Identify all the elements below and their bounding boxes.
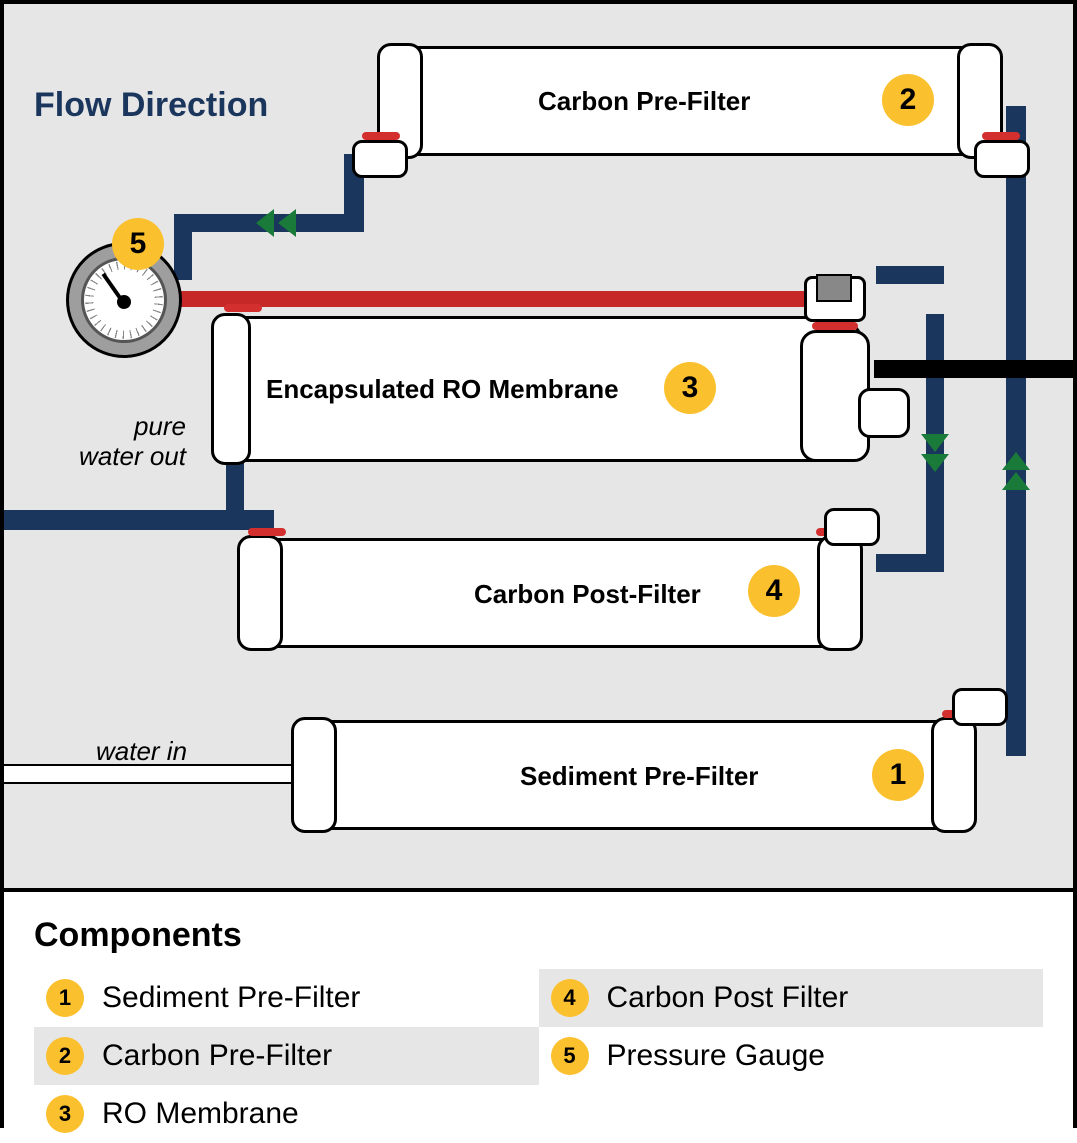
badge-number: 1 (890, 758, 907, 792)
badge-number: 3 (682, 371, 699, 405)
connector (952, 688, 1008, 726)
filter-badge: 2 (882, 74, 934, 126)
connector-ring (362, 132, 400, 140)
legend-panel: Components 1 Sediment Pre-Filter 4 Carbo… (4, 892, 1073, 1128)
diagram-frame: Flow Direction (0, 0, 1077, 1128)
filter-label: Encapsulated RO Membrane (266, 374, 619, 405)
endcap (237, 535, 283, 651)
water-in-label: water in (96, 736, 187, 767)
flow-direction-title: Flow Direction (34, 86, 268, 125)
endcap (211, 313, 251, 465)
legend-label: Sediment Pre-Filter (102, 981, 360, 1015)
filter-label: Carbon Post-Filter (474, 579, 701, 610)
connector-ring (248, 528, 286, 536)
legend-badge: 3 (46, 1095, 84, 1133)
connector (974, 140, 1030, 178)
gauge-hub (117, 295, 131, 309)
filter-badge: 1 (872, 749, 924, 801)
diagram-area: Flow Direction (4, 4, 1073, 892)
filter-badge: 5 (112, 218, 164, 270)
legend-item: 3 RO Membrane (34, 1085, 539, 1143)
legend-grid: 1 Sediment Pre-Filter 4 Carbon Post Filt… (34, 969, 1043, 1143)
connector-ring (224, 304, 262, 312)
legend-item: 1 Sediment Pre-Filter (34, 969, 539, 1027)
filter-badge: 3 (664, 362, 716, 414)
connector-ring (982, 132, 1020, 140)
filter-badge: 4 (748, 565, 800, 617)
connector (824, 508, 880, 546)
connector-ring (812, 322, 858, 330)
pure-water-out-label: purewater out (46, 412, 186, 472)
legend-item: 4 Carbon Post Filter (539, 969, 1044, 1027)
badge-number: 2 (59, 1043, 71, 1069)
pipe-post-h (876, 554, 944, 572)
badge-number: 5 (130, 227, 147, 261)
legend-label: Carbon Pre-Filter (102, 1039, 332, 1073)
badge-number: 1 (59, 985, 71, 1011)
flow-arrow-icon (921, 434, 949, 452)
pipe-waste (874, 360, 1077, 378)
legend-item: 2 Carbon Pre-Filter (34, 1027, 539, 1085)
badge-number: 2 (900, 83, 917, 117)
flow-arrow-icon (278, 209, 296, 237)
badge-number: 3 (59, 1101, 71, 1127)
connector (858, 388, 910, 438)
badge-number: 5 (563, 1043, 575, 1069)
legend-title: Components (34, 916, 1043, 955)
legend-item: 5 Pressure Gauge (539, 1027, 1044, 1085)
flow-arrow-icon (1002, 472, 1030, 490)
filter-label: Carbon Pre-Filter (538, 86, 750, 117)
t-fitting (816, 274, 852, 302)
pipe-pure-out (4, 510, 274, 530)
flow-arrow-icon (1002, 452, 1030, 470)
flow-arrow-icon (921, 454, 949, 472)
badge-number: 4 (766, 574, 783, 608)
pipe-water-in (4, 764, 296, 784)
filter-label: Sediment Pre-Filter (520, 761, 758, 792)
legend-label: RO Membrane (102, 1097, 299, 1131)
legend-badge: 2 (46, 1037, 84, 1075)
legend-label: Pressure Gauge (607, 1039, 825, 1073)
legend-badge: 1 (46, 979, 84, 1017)
connector (352, 140, 408, 178)
endcap (931, 717, 977, 833)
endcap (817, 535, 863, 651)
pipe-right-vertical (1006, 106, 1026, 756)
flow-arrow-icon (256, 209, 274, 237)
legend-badge: 4 (551, 979, 589, 1017)
endcap (291, 717, 337, 833)
legend-badge: 5 (551, 1037, 589, 1075)
pipe-ro-top-h (876, 266, 944, 284)
legend-label: Carbon Post Filter (607, 981, 849, 1015)
pipe-to-gauge-v (174, 214, 192, 280)
badge-number: 4 (563, 985, 575, 1011)
